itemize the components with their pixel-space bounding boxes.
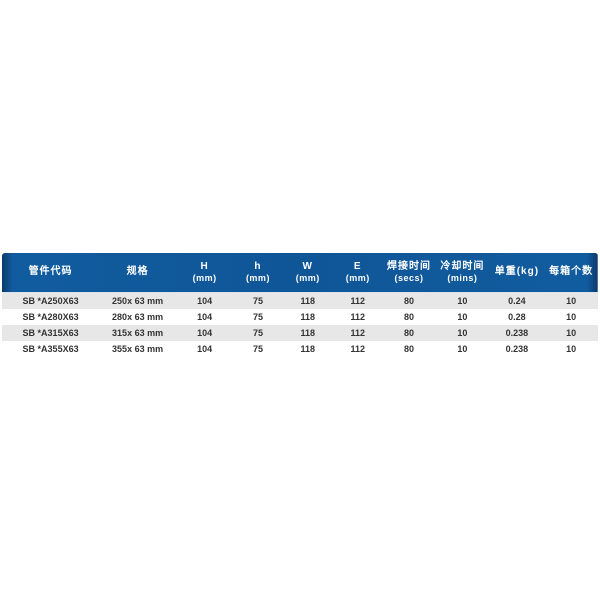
cell-dim-e: 112 xyxy=(350,296,366,306)
spec-table-container: 管件代码 规格 H (mm) h (mm) W (mm) E (mm) 焊接时间 (secs) 冷却时间… xyxy=(2,253,598,357)
cell-part-code: SB *A250X63 xyxy=(22,296,79,306)
cell-dim-h-lower: 75 xyxy=(252,312,263,322)
column-header-cool-time: 冷却时间 (mins) xyxy=(435,253,490,293)
column-label: 冷却时间 xyxy=(440,260,485,272)
table-row: SB *A355X63 355x 63 mm 104 75 118 112 80 10 0.23… xyxy=(2,341,598,357)
cell-part-code: SB *A315X63 xyxy=(22,328,79,338)
column-header-unit-weight: 单重(kg) xyxy=(489,253,545,293)
column-header-dim-h-upper: H (mm) xyxy=(176,253,234,293)
column-header-qty-per-box: 每箱个数 xyxy=(544,253,598,293)
column-header-weld-time: 焊接时间 (secs) xyxy=(382,253,436,293)
column-header-dim-w: W (mm) xyxy=(282,253,333,293)
cell-spec: 355x 63 mm xyxy=(112,344,164,354)
cell-qty-per-box: 10 xyxy=(566,312,577,322)
cell-dim-h-lower: 75 xyxy=(252,344,263,354)
column-unit: (mins) xyxy=(447,273,478,284)
cell-part-code: SB *A280X63 xyxy=(22,312,79,322)
cell-dim-w: 118 xyxy=(300,328,315,338)
column-label: 每箱个数 xyxy=(549,266,594,278)
cell-dim-w: 118 xyxy=(300,344,315,354)
cell-unit-weight: 0.238 xyxy=(505,344,529,354)
cell-weld-time: 80 xyxy=(404,344,415,354)
column-label: W xyxy=(302,260,313,272)
cell-spec: 315x 63 mm xyxy=(112,328,164,338)
pipe-fitting-spec-table: 管件代码 规格 H (mm) h (mm) W (mm) E (mm) 焊接时间 (secs) 冷却时间… xyxy=(2,253,598,357)
column-unit: (mm) xyxy=(192,273,217,284)
cell-weld-time: 80 xyxy=(404,328,415,338)
column-unit: (secs) xyxy=(394,273,424,284)
column-header-dim-h-lower: h (mm) xyxy=(233,253,283,293)
table-header: 管件代码 规格 H (mm) h (mm) W (mm) E (mm) 焊接时间 (secs) 冷却时间… xyxy=(2,253,598,293)
column-label: E xyxy=(353,260,362,272)
cell-dim-h-upper: 104 xyxy=(197,328,213,338)
table-row: SB *A280X63 280x 63 mm 104 75 118 112 80 10 0.28… xyxy=(2,309,598,325)
cell-qty-per-box: 10 xyxy=(566,344,577,354)
column-label: H xyxy=(200,260,209,272)
cell-unit-weight: 0.238 xyxy=(505,328,529,338)
cell-cool-time: 10 xyxy=(457,328,468,338)
cell-dim-e: 112 xyxy=(350,312,366,322)
cell-dim-w: 118 xyxy=(300,296,315,306)
column-label: h xyxy=(254,260,262,272)
column-unit: (mm) xyxy=(295,273,320,284)
cell-dim-h-upper: 104 xyxy=(197,312,213,322)
cell-unit-weight: 0.28 xyxy=(508,312,526,322)
cell-unit-weight: 0.24 xyxy=(508,296,526,306)
column-unit: (mm) xyxy=(245,273,270,284)
cell-dim-w: 118 xyxy=(300,312,315,322)
cell-cool-time: 10 xyxy=(457,296,468,306)
table-header-row: 管件代码 规格 H (mm) h (mm) W (mm) E (mm) 焊接时间 (secs) 冷却时间… xyxy=(2,253,598,293)
table-body: SB *A250X63 250x 63 mm 104 75 118 112 80 10 0.24… xyxy=(2,292,598,357)
cell-spec: 250x 63 mm xyxy=(112,296,164,306)
column-header-dim-e: E (mm) xyxy=(332,253,383,293)
cell-weld-time: 80 xyxy=(404,312,415,322)
column-header-spec: 规格 xyxy=(99,253,177,293)
column-unit: (mm) xyxy=(345,273,370,284)
cell-qty-per-box: 10 xyxy=(566,296,577,306)
cell-cool-time: 10 xyxy=(457,344,468,354)
cell-dim-e: 112 xyxy=(350,328,366,338)
cell-weld-time: 80 xyxy=(404,296,415,306)
cell-dim-h-lower: 75 xyxy=(252,328,263,338)
column-label: 规格 xyxy=(126,266,149,278)
cell-dim-h-upper: 104 xyxy=(197,344,213,354)
cell-qty-per-box: 10 xyxy=(566,328,577,338)
table-row: SB *A315X63 315x 63 mm 104 75 118 112 80 10 0.23… xyxy=(2,325,598,341)
column-label: 管件代码 xyxy=(28,266,73,278)
cell-spec: 280x 63 mm xyxy=(112,312,164,322)
column-label: 焊接时间 xyxy=(387,260,432,272)
column-header-part-code: 管件代码 xyxy=(2,253,100,293)
column-label: 单重(kg) xyxy=(494,266,540,278)
cell-dim-h-lower: 75 xyxy=(252,296,263,306)
cell-part-code: SB *A355X63 xyxy=(22,344,79,354)
cell-cool-time: 10 xyxy=(457,312,468,322)
table-row: SB *A250X63 250x 63 mm 104 75 118 112 80 10 0.24… xyxy=(2,292,598,309)
cell-dim-e: 112 xyxy=(350,344,366,354)
cell-dim-h-upper: 104 xyxy=(197,296,213,306)
